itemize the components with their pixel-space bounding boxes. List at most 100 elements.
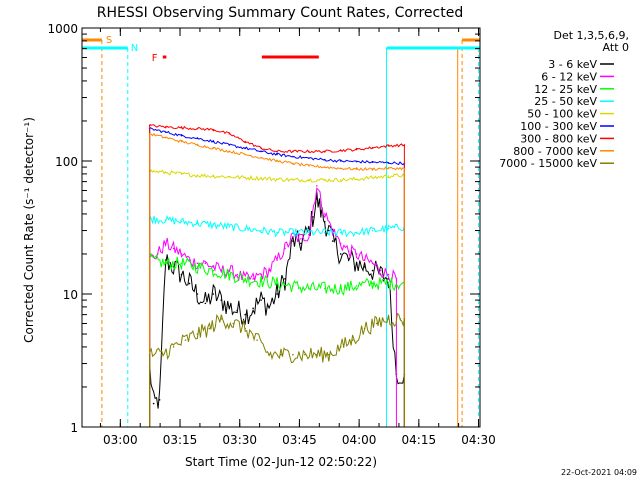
series-7-point-10 [308,165,310,167]
series-3-point-11 [323,231,326,234]
series-3-point-3 [196,222,199,225]
series-6-point-1 [164,126,167,128]
series-5-point-7 [260,150,262,153]
y-tick-label-0: 1 [70,421,78,435]
series-2-point-9 [292,285,294,287]
series-5-point-6 [244,147,246,149]
series-0-point-1 [152,402,155,405]
y-tick-label-1: 10 [63,288,78,302]
series-1-point-28 [371,262,374,265]
series-2-point-8 [276,282,278,285]
series-4-point-9 [292,179,294,181]
series-1-point-8 [212,266,215,268]
series-7-point-7 [260,156,262,159]
series-7-point-14 [371,168,374,170]
series-5-point-9 [292,155,294,158]
series-8-point-16 [339,346,342,348]
series-8-point-3 [184,339,187,341]
chart-title: RHESSI Observing Summary Count Rates, Co… [97,5,463,21]
series-2-point-3 [196,266,199,268]
series-0-point-6 [188,282,191,285]
series-line-8 [149,312,405,364]
series-3-point-6 [244,227,246,230]
series-3-point-4 [212,224,215,226]
series-7-point-1 [164,136,167,139]
series-1-point-19 [300,238,302,240]
series-2-point-10 [308,287,310,290]
series-2-point-6 [244,278,246,280]
series-8-point-17 [351,339,354,341]
series-1-point-1 [156,253,159,255]
series-0-point-11 [228,306,231,308]
legend-label-0: 3 - 6 keV [548,58,597,71]
saa-label: S [106,35,112,46]
series-6-point-2 [180,126,183,129]
series-8-point-1 [160,353,163,356]
series-3-point-14 [371,229,374,232]
series-7-point-11 [323,166,326,168]
series-8-point-21 [399,318,402,320]
series-0-point-9 [212,293,215,295]
series-6-point-6 [244,140,246,143]
x-tick-label-0: 03:00 [103,433,138,447]
legend-header-line2: Att 0 [603,41,629,54]
series-6-point-11 [323,150,326,153]
x-tick-label-2: 03:30 [222,433,257,447]
series-6-point-8 [276,150,278,153]
legend-label-8: 7000 - 15000 keV [499,157,597,170]
legend-label-1: 6 - 12 keV [541,70,597,83]
series-0-point-13 [244,313,246,316]
series-3-point-9 [292,231,294,234]
series-7-point-2 [180,140,183,143]
series-8-point-12 [292,353,294,356]
series-8 [148,312,406,427]
series-7-point-3 [196,144,199,146]
series-1-point-27 [363,259,366,261]
series-2-point-12 [339,287,342,290]
series-1-point-21 [316,185,318,187]
series-5-point-2 [180,134,183,137]
series-3-point-12 [339,231,342,234]
series-2-point-14 [371,282,374,285]
series-0-point-8 [204,302,207,305]
x-tick-label-6: 04:30 [461,433,496,447]
legend-label-6: 300 - 800 keV [520,132,597,145]
series-8-point-11 [280,353,282,356]
series-0-point-3 [164,259,167,261]
series-4-point-15 [387,175,390,177]
legend-header-line1: Det 1,3,5,6,9, [553,29,629,42]
series-line-2 [149,252,405,296]
series-6-point-13 [355,148,358,151]
series-6-point-12 [339,149,342,152]
series-layer [148,124,406,427]
series-1-point-17 [284,247,286,250]
legend-label-7: 800 - 7000 keV [513,145,597,158]
series-1-point-14 [260,273,262,276]
series-5-point-8 [276,153,278,156]
series-8-point-6 [220,318,223,320]
series-3-point-5 [228,226,231,228]
legend-label-2: 12 - 25 keV [534,83,597,96]
series-0-point-25 [323,220,326,223]
series-6-point-5 [228,133,231,135]
x-tick-label-5: 04:15 [402,433,437,447]
series-line-0 [149,191,405,409]
series-0-point-2 [158,399,161,401]
series-1-point-24 [339,242,342,245]
series-2-point-5 [228,273,231,276]
series-0-point-19 [292,240,294,242]
series-1-point-15 [268,269,270,272]
series-0-point-15 [260,299,262,301]
series-7-point-12 [339,167,342,170]
series-2-point-4 [212,269,215,272]
series-7-point-8 [276,160,278,162]
series-1-point-9 [220,269,223,272]
series-5-point-5 [228,144,231,146]
series-1-point-26 [355,253,358,255]
series-0-point-32 [371,269,374,272]
series-1-point-11 [236,273,239,276]
series-1-point-18 [292,235,294,238]
series-0-point-22 [312,216,314,218]
series-1-point-4 [180,253,183,255]
